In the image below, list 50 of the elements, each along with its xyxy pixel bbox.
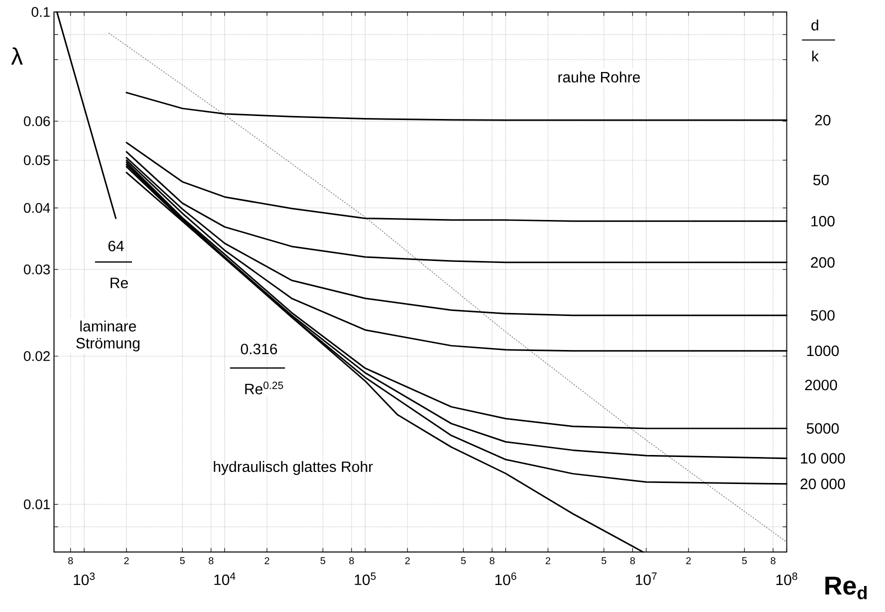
x-tick-label: 10$^{3}$ [74, 572, 95, 586]
x-tick-label: 10$^{4}$ [214, 572, 236, 586]
y-tick-label: 0.1 [32, 7, 50, 17]
annotation: rauhe Rohre [558, 72, 640, 82]
text: 8 [208, 557, 214, 564]
x-tick-label: 10$^{6}$ [495, 572, 516, 586]
legend-label: 20 [815, 114, 830, 126]
text: 5 [461, 557, 466, 564]
text: k [812, 50, 819, 62]
text: 2000 [805, 380, 838, 390]
annotation: 64 [108, 240, 124, 252]
y-tick-label: 0.01 [24, 499, 50, 510]
x-tick-label: 10$^{7}$ [636, 572, 657, 586]
text: 2 [264, 557, 270, 564]
series-label: 100 [811, 216, 835, 226]
series-label: 20 000 [800, 478, 845, 490]
series-label: 5000 [806, 423, 839, 434]
x-tick-label: 10$^{5}$ [354, 572, 376, 586]
annotation: Re$^{0.25}$ [245, 382, 284, 394]
text: Re$_{d}$ [825, 576, 867, 600]
text: 2 [124, 557, 129, 564]
text: d [811, 20, 818, 30]
text: 2 [546, 557, 550, 564]
text: 8 [68, 557, 73, 564]
text: 2 [686, 557, 691, 564]
y-tick-label: 0.03 [24, 264, 50, 274]
legend-label: 1000 [807, 346, 839, 356]
text: 5 [742, 557, 747, 564]
text: 5 [602, 557, 606, 564]
text: 8 [770, 557, 776, 564]
y-tick-label: 0.05 [24, 155, 50, 166]
annotation: laminare Strömung [76, 320, 140, 352]
y-axis-title: λ [11, 47, 23, 65]
y-tick-label: 0.06 [24, 116, 50, 126]
annotation: Re [110, 278, 128, 288]
text: 8 [630, 557, 635, 564]
legend-label: 200 [811, 257, 835, 268]
series-label: 500 [810, 310, 835, 321]
y-tick-label: 0.04 [24, 202, 50, 213]
text: 5 [180, 557, 185, 564]
text: 50 [813, 174, 829, 186]
annotation: hydraulisch glattes Rohr [214, 461, 373, 475]
y-tick-label: 0.02 [24, 351, 50, 362]
series-label: 10 000 [801, 453, 845, 464]
text: 8 [349, 557, 354, 564]
text: 5 [320, 557, 326, 564]
text: 8 [490, 557, 494, 564]
text: 2 [405, 557, 410, 564]
x-tick-label: 10$^{8}$ [776, 572, 798, 586]
annotation: 0.316 [240, 344, 278, 354]
